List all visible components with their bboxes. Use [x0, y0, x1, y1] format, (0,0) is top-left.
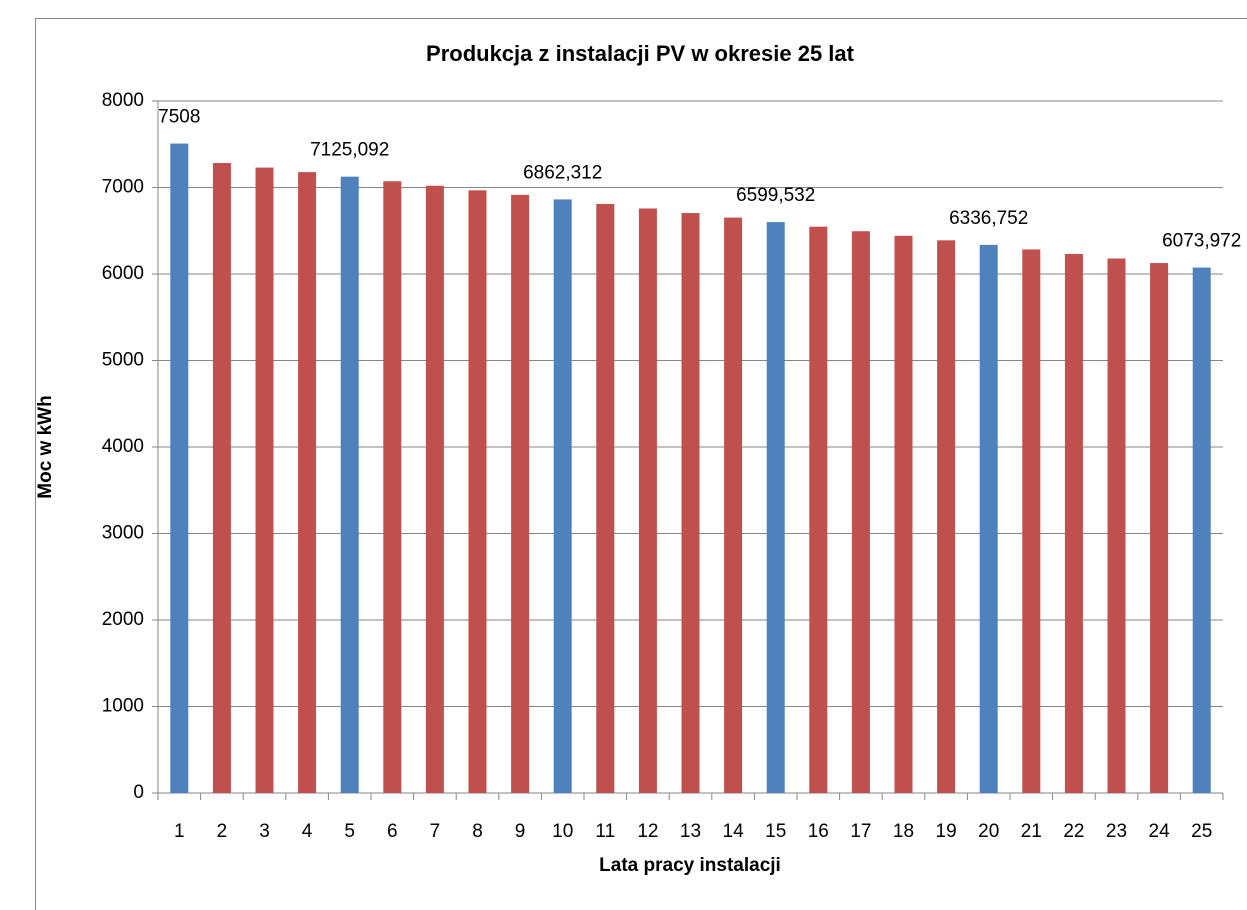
y-tick-label: 0 — [133, 782, 144, 803]
x-tick-label: 18 — [893, 821, 914, 842]
data-label: 7125,092 — [310, 140, 389, 161]
x-tick-label: 9 — [515, 821, 526, 842]
x-tick-label: 22 — [1063, 821, 1084, 842]
bar — [553, 199, 572, 793]
x-tick-label: 13 — [680, 821, 701, 842]
x-tick-label: 8 — [472, 821, 483, 842]
bar — [1064, 253, 1083, 793]
bar — [1192, 267, 1211, 793]
x-tick-label: 21 — [1021, 821, 1042, 842]
bar — [937, 240, 956, 794]
bar — [851, 231, 870, 793]
data-label: 6599,532 — [736, 185, 815, 206]
data-label: 6073,972 — [1162, 231, 1241, 252]
x-tick-label: 12 — [637, 821, 658, 842]
x-tick-label: 24 — [1149, 821, 1171, 842]
x-tick-label: 4 — [302, 821, 313, 842]
bar — [766, 222, 785, 793]
x-tick-label: 1 — [174, 821, 185, 842]
x-tick-label: 5 — [344, 821, 355, 842]
bar — [170, 143, 189, 794]
data-label: 7508 — [158, 107, 200, 128]
x-tick-label: 7 — [430, 821, 441, 842]
x-tick-label: 11 — [595, 821, 615, 842]
x-tick-label: 6 — [387, 821, 398, 842]
bar — [596, 203, 615, 793]
bar — [724, 217, 743, 794]
y-tick-label: 6000 — [102, 263, 144, 284]
x-tick-label: 3 — [259, 821, 270, 842]
bar — [894, 235, 913, 794]
y-tick-label: 8000 — [102, 90, 144, 111]
bar — [383, 181, 402, 793]
bar — [425, 185, 444, 793]
x-tick-label: 23 — [1106, 821, 1127, 842]
bar — [340, 176, 359, 793]
bar — [1022, 249, 1041, 793]
y-tick-label: 1000 — [102, 696, 144, 717]
bar — [255, 167, 274, 794]
bar — [681, 213, 700, 794]
data-label: 6862,312 — [523, 162, 602, 183]
bar — [1150, 263, 1169, 794]
chart-title: Produkcja z instalacji PV w okresie 25 l… — [426, 41, 855, 66]
y-tick-label: 7000 — [102, 177, 144, 198]
bar — [979, 244, 998, 793]
x-tick-label: 17 — [850, 821, 871, 842]
bar — [212, 163, 231, 793]
x-tick-label: 20 — [978, 821, 999, 842]
y-tick-label: 4000 — [102, 436, 144, 457]
y-tick-label: 5000 — [102, 350, 144, 371]
bar — [298, 172, 317, 794]
x-tick-label: 19 — [936, 821, 957, 842]
x-tick-label: 15 — [765, 821, 786, 842]
bar — [468, 190, 487, 794]
bar — [809, 226, 828, 793]
x-tick-label: 16 — [808, 821, 829, 842]
x-tick-label: 10 — [552, 821, 573, 842]
x-tick-label: 25 — [1191, 821, 1212, 842]
bar — [511, 194, 530, 794]
bar — [638, 208, 657, 793]
x-tick-label: 2 — [217, 821, 228, 842]
x-axis-label: Lata pracy instalacji — [599, 855, 781, 876]
bar — [1107, 258, 1126, 793]
data-label: 6336,752 — [949, 208, 1028, 229]
x-tick-label: 14 — [723, 821, 745, 842]
y-axis-label: Moc w kWh — [35, 395, 56, 498]
y-tick-label: 2000 — [102, 609, 144, 630]
y-tick-label: 3000 — [102, 523, 144, 544]
